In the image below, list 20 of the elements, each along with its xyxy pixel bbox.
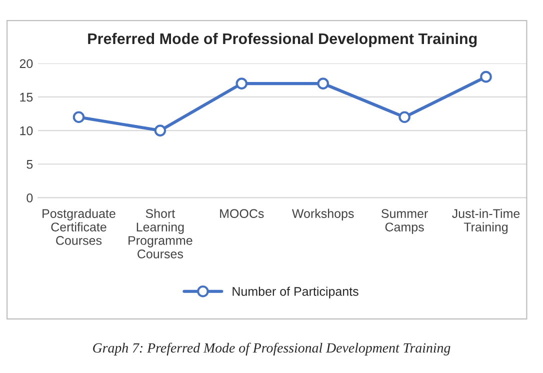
y-tick-label: 0 [26,193,33,202]
point [72,111,85,124]
caption: Graph 7: Preferred Mode of Professional Development Training [93,342,450,356]
point [480,70,492,83]
point [317,78,329,90]
y-tick-label: 20 [20,59,33,68]
point [236,78,248,90]
x-tick-label: Workshops [292,208,354,220]
x-tick-label: Just-in-Time Training [452,208,520,234]
x-tick-label: Summer Camps [381,209,428,234]
y-tick-label: 5 [26,160,33,169]
y-tick-label: 15 [20,92,33,102]
x-tick-label: Short Learning Programme Courses [128,208,192,258]
y-tick-label: 10 [20,126,33,136]
x-tick-label: MOOCs [220,209,264,218]
chart-title: Preferred Mode of Professional Development Training [88,32,477,48]
legend-label: Number of Participants [232,286,358,298]
x-tick-label: Postgraduate Certificate Courses [42,208,116,245]
point [398,111,410,124]
point [154,124,166,136]
